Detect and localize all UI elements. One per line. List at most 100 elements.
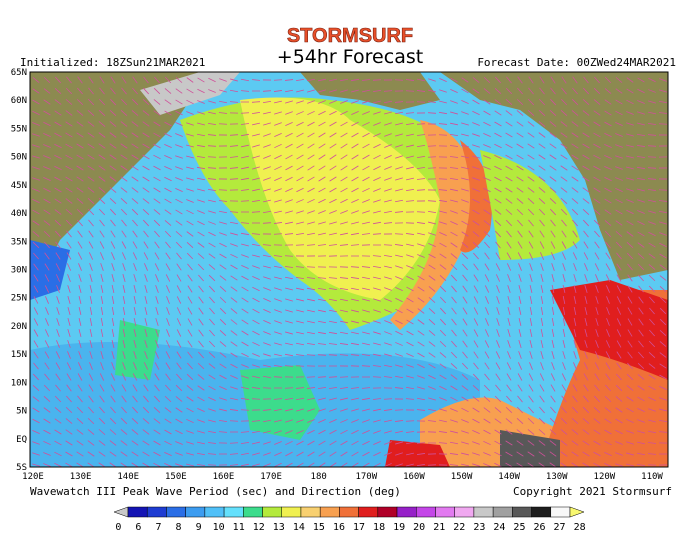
colorbar-label: 16 bbox=[333, 522, 345, 533]
direction-arrow bbox=[648, 157, 656, 158]
lon-label: 130W bbox=[546, 472, 568, 482]
colorbar-label: 28 bbox=[574, 522, 586, 533]
colorbar-swatch bbox=[128, 507, 147, 517]
lon-label: 120W bbox=[594, 472, 616, 482]
colorbar-swatch bbox=[263, 507, 282, 517]
colorbar-swatch bbox=[301, 507, 320, 517]
direction-arrow bbox=[241, 113, 249, 114]
colorbar-label: 10 bbox=[213, 522, 225, 533]
lon-label: 180 bbox=[311, 472, 327, 482]
colorbar-swatch bbox=[455, 507, 474, 517]
direction-arrow bbox=[285, 388, 293, 389]
colorbar-label: 8 bbox=[176, 522, 182, 533]
colorbar-label: 21 bbox=[433, 522, 445, 533]
colorbar-swatch bbox=[339, 507, 358, 517]
colorbar-swatch bbox=[532, 507, 551, 517]
colorbar-swatch bbox=[359, 507, 378, 517]
lat-label: 50N bbox=[11, 153, 27, 163]
lat-label: 15N bbox=[11, 350, 27, 360]
lat-label: EQ bbox=[16, 435, 27, 445]
colorbar-label: 20 bbox=[413, 522, 425, 533]
colorbar-swatch bbox=[224, 507, 243, 517]
lat-label: 55N bbox=[11, 124, 27, 134]
colorbar-swatch bbox=[282, 507, 301, 517]
lon-label: 120E bbox=[22, 472, 44, 482]
lon-label: 150E bbox=[165, 472, 187, 482]
direction-arrow bbox=[208, 157, 216, 158]
colorbar-swatch bbox=[147, 507, 166, 517]
colorbar-label: 14 bbox=[293, 522, 305, 533]
colorbar-label: 27 bbox=[554, 522, 566, 533]
colorbar-label: 24 bbox=[493, 522, 505, 533]
direction-arrow bbox=[395, 410, 403, 411]
colorbar-label: 18 bbox=[373, 522, 385, 533]
forecast-date: Forecast Date: 00ZWed24MAR2021 bbox=[477, 56, 676, 69]
colorbar-swatch bbox=[205, 507, 224, 517]
direction-arrow bbox=[340, 377, 348, 378]
colorbar-under bbox=[114, 507, 128, 517]
direction-arrow bbox=[208, 465, 216, 466]
lon-label: 110W bbox=[641, 472, 663, 482]
lon-label: 170W bbox=[355, 472, 377, 482]
direction-arrow bbox=[439, 179, 447, 180]
colorbar-label: 17 bbox=[353, 522, 365, 533]
lat-label: 30N bbox=[11, 266, 27, 276]
direction-arrow bbox=[439, 135, 447, 136]
colorbar-label: 11 bbox=[233, 522, 245, 533]
colorbar-swatch bbox=[512, 507, 531, 517]
copyright: Copyright 2021 Stormsurf bbox=[513, 485, 672, 498]
colorbar-swatch bbox=[378, 507, 397, 517]
lat-label: 60N bbox=[11, 96, 27, 106]
colorbar-swatch bbox=[166, 507, 185, 517]
direction-arrow bbox=[428, 157, 436, 158]
lat-label: 5N bbox=[16, 407, 27, 417]
colorbar-swatch bbox=[435, 507, 454, 517]
direction-arrow bbox=[428, 465, 436, 466]
lat-label: 40N bbox=[11, 209, 27, 219]
direction-arrow bbox=[230, 421, 238, 422]
colorbar-label: 6 bbox=[135, 522, 141, 533]
colorbar-swatch bbox=[493, 507, 512, 517]
colorbar-swatch bbox=[320, 507, 339, 517]
lat-label: 20N bbox=[11, 322, 27, 332]
direction-arrow bbox=[296, 245, 304, 246]
colorbar-label: 22 bbox=[453, 522, 465, 533]
colorbar-over bbox=[570, 507, 584, 517]
colorbar-label: 26 bbox=[533, 522, 545, 533]
colorbar-label: 19 bbox=[393, 522, 405, 533]
direction-arrow bbox=[263, 388, 271, 389]
colorbar-label: 12 bbox=[253, 522, 265, 533]
caption: Wavewatch III Peak Wave Period (sec) and… bbox=[30, 485, 401, 498]
colorbar-label: 15 bbox=[313, 522, 325, 533]
colorbar-label: 23 bbox=[473, 522, 485, 533]
direction-arrow bbox=[648, 465, 656, 466]
title: +54hr Forecast bbox=[277, 46, 423, 68]
colorbar-label: 0 bbox=[115, 522, 121, 533]
colorbar-label: 13 bbox=[273, 522, 285, 533]
lon-label: 140W bbox=[498, 472, 520, 482]
lon-label: 140E bbox=[117, 472, 139, 482]
lon-label: 150W bbox=[451, 472, 473, 482]
colorbar-label: 9 bbox=[196, 522, 202, 533]
colorbar-label: 7 bbox=[155, 522, 161, 533]
direction-arrow bbox=[241, 201, 249, 202]
lon-label: 160W bbox=[403, 472, 425, 482]
direction-arrow bbox=[384, 245, 392, 246]
colorbar-swatch bbox=[551, 507, 570, 517]
lat-label: 25N bbox=[11, 294, 27, 304]
map: 65N60N55N50N45N40N35N30N25N20N15N10N5NEQ… bbox=[11, 68, 668, 482]
lon-label: 160E bbox=[213, 472, 235, 482]
lat-label: 35N bbox=[11, 237, 27, 247]
brand: STORMSURF bbox=[287, 25, 413, 47]
lat-label: 65N bbox=[11, 68, 27, 78]
lon-label: 170E bbox=[260, 472, 282, 482]
colorbar-swatch bbox=[416, 507, 435, 517]
lat-label: 45N bbox=[11, 181, 27, 191]
colorbar-swatch bbox=[186, 507, 205, 517]
colorbar-swatch bbox=[474, 507, 493, 517]
lon-label: 130E bbox=[70, 472, 92, 482]
colorbar-swatch bbox=[243, 507, 262, 517]
initialized: Initialized: 18ZSun21MAR2021 bbox=[20, 56, 205, 69]
